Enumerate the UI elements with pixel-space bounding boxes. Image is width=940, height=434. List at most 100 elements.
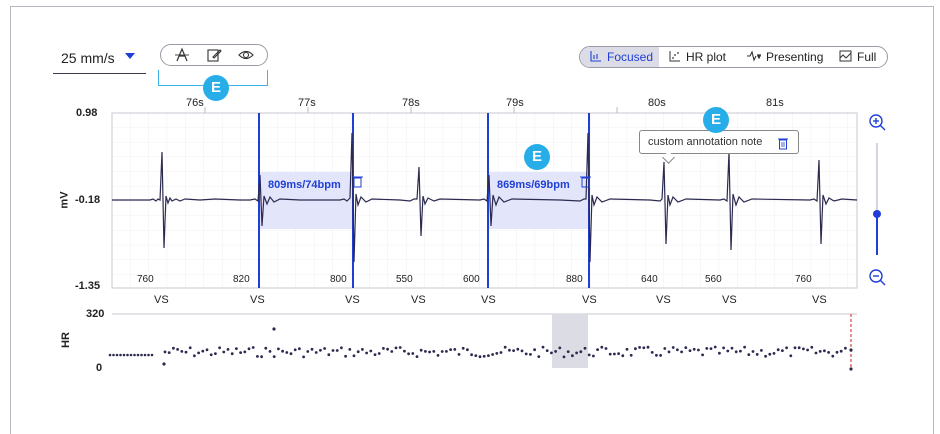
eye-icon[interactable] bbox=[237, 47, 255, 63]
hr-dot bbox=[126, 353, 129, 357]
hr-dot bbox=[697, 348, 700, 352]
hr-dot bbox=[751, 350, 755, 353]
hr-dot bbox=[112, 353, 115, 357]
hr-dot bbox=[348, 348, 352, 351]
zoom-slider[interactable] bbox=[873, 143, 881, 255]
zoom-out-icon[interactable] bbox=[869, 269, 886, 286]
hr-dot bbox=[646, 345, 650, 349]
hr-dot bbox=[621, 354, 625, 358]
hr-dot bbox=[709, 347, 713, 350]
beat-label: VS bbox=[345, 294, 360, 306]
hr-dot bbox=[150, 353, 154, 357]
ecg-y-mid: -0.18 bbox=[75, 194, 101, 206]
delete-measurement-2-icon[interactable] bbox=[580, 176, 591, 188]
ecg-y-max: 0.98 bbox=[76, 107, 98, 119]
tab-hr-plot[interactable]: HR plot bbox=[669, 47, 726, 67]
full-chart-icon bbox=[839, 48, 852, 68]
hr-dot bbox=[306, 350, 310, 353]
delete-annotation-icon[interactable] bbox=[777, 136, 789, 158]
scatter-plot-icon bbox=[669, 48, 681, 68]
hr-dot bbox=[684, 346, 688, 349]
hr-dot bbox=[218, 346, 222, 350]
hr-dot bbox=[281, 349, 284, 353]
hr-dot bbox=[398, 346, 402, 349]
hr-dot bbox=[638, 346, 641, 349]
hr-dot bbox=[432, 350, 436, 353]
tab-focused[interactable]: Focused bbox=[580, 47, 659, 67]
hr-dot bbox=[436, 354, 440, 357]
hr-dot bbox=[440, 350, 444, 353]
focused-chart-icon bbox=[590, 48, 602, 68]
hr-dot bbox=[214, 352, 217, 355]
hr-dot bbox=[793, 346, 797, 350]
hr-dot bbox=[470, 353, 473, 357]
text-annotation-icon[interactable] bbox=[173, 47, 191, 63]
hr-dot bbox=[772, 352, 776, 355]
second-ticks bbox=[204, 107, 721, 113]
tab-hr-plot-label: HR plot bbox=[686, 50, 727, 64]
hr-dot bbox=[424, 350, 427, 353]
hr-dot bbox=[554, 350, 557, 353]
zoom-in-icon[interactable] bbox=[869, 114, 886, 131]
hr-dot bbox=[806, 348, 809, 352]
hr-dot bbox=[251, 346, 255, 349]
hr-dot bbox=[814, 351, 818, 355]
hr-dot bbox=[323, 347, 326, 350]
annotation-note[interactable]: custom annotation note bbox=[639, 130, 799, 164]
hr-dot bbox=[289, 352, 293, 356]
edit-note-icon[interactable] bbox=[205, 47, 223, 63]
hr-dot bbox=[722, 346, 725, 350]
speed-value: 25 mm/s bbox=[61, 50, 115, 66]
hr-dot bbox=[613, 352, 616, 356]
hr-dot bbox=[466, 348, 469, 352]
hr-dot bbox=[129, 353, 133, 357]
hr-dot bbox=[239, 351, 243, 354]
hr-dot bbox=[180, 350, 184, 353]
hr-dot bbox=[730, 346, 734, 350]
hr-dot bbox=[491, 353, 494, 356]
hr-dot bbox=[625, 347, 629, 351]
hr-dot bbox=[162, 362, 166, 366]
hr-dot bbox=[849, 348, 853, 352]
hr-dot bbox=[755, 353, 759, 356]
measurement-label-2[interactable]: 869ms/69bpm bbox=[497, 179, 570, 191]
hr-dot bbox=[823, 349, 826, 353]
hr-dot bbox=[143, 353, 147, 357]
hr-dot bbox=[147, 353, 150, 357]
hr-dot bbox=[768, 352, 772, 356]
interval-label: 760 bbox=[137, 274, 154, 285]
hr-dot bbox=[579, 350, 583, 354]
hr-dot bbox=[314, 351, 318, 354]
hr-dot bbox=[461, 346, 465, 350]
hr-dot bbox=[810, 345, 814, 349]
tab-presenting[interactable]: Presenting bbox=[747, 47, 823, 67]
heartbeat-icon bbox=[747, 48, 761, 68]
second-label-80: 80s bbox=[648, 97, 666, 109]
hr-dot bbox=[608, 352, 612, 356]
tab-focused-label: Focused bbox=[607, 50, 654, 64]
hr-dot bbox=[734, 350, 738, 354]
hr-dots bbox=[108, 327, 853, 371]
measurement-label-1[interactable]: 809ms/74bpm bbox=[268, 179, 341, 191]
hr-dot bbox=[849, 367, 853, 371]
delete-measurement-1-icon[interactable] bbox=[352, 176, 363, 188]
tab-full[interactable]: Full bbox=[839, 47, 876, 67]
ecg-y-min: -1.35 bbox=[75, 280, 101, 292]
hr-dot bbox=[692, 347, 696, 351]
beat-label: VS bbox=[656, 294, 671, 306]
speed-dropdown[interactable]: 25 mm/s bbox=[53, 45, 146, 74]
hr-dot bbox=[176, 348, 180, 351]
hr-focus-window[interactable] bbox=[552, 314, 588, 368]
hr-dot bbox=[419, 348, 423, 352]
hr-dot bbox=[298, 347, 301, 351]
viewer-frame bbox=[10, 6, 934, 434]
hr-dot bbox=[701, 353, 704, 357]
hr-dot bbox=[119, 353, 122, 357]
hr-dot bbox=[663, 347, 667, 350]
hr-dot bbox=[680, 350, 683, 354]
hr-dot bbox=[193, 354, 196, 358]
hr-dot bbox=[340, 346, 343, 350]
hr-dot bbox=[831, 354, 835, 358]
hr-dot bbox=[499, 351, 503, 354]
hr-dot bbox=[705, 347, 709, 350]
